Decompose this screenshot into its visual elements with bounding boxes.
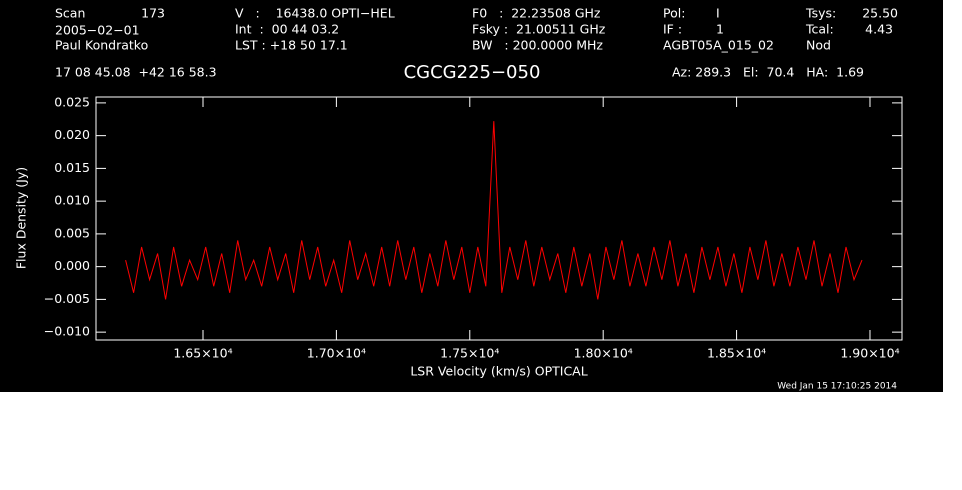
chart-title: CGCG225−050 bbox=[404, 62, 541, 83]
spectrum-line bbox=[125, 121, 863, 300]
y-tick-label: 0.020 bbox=[54, 127, 90, 142]
y-tick-label: 0.010 bbox=[54, 193, 90, 208]
header-text: Tcal: bbox=[805, 22, 834, 37]
x-tick-label: 1.85×10⁴ bbox=[707, 346, 766, 361]
y-tick-label: 0.000 bbox=[54, 258, 90, 273]
header-text: 25.50 bbox=[862, 6, 898, 21]
header-text: Fsky : 21.00511 GHz bbox=[472, 22, 606, 37]
header-text: AGBT05A_015_02 bbox=[663, 38, 774, 53]
header-text: Tsys: bbox=[805, 6, 836, 21]
timestamp: Wed Jan 15 17:10:25 2014 bbox=[777, 382, 897, 392]
y-tick-label: 0.005 bbox=[54, 225, 90, 240]
header-text: Paul Kondratko bbox=[55, 38, 148, 53]
header-text: Az: 289.3 El: 70.4 HA: 1.69 bbox=[672, 65, 864, 80]
header-text: Nod bbox=[806, 38, 831, 53]
plot-background bbox=[0, 0, 943, 392]
header-text: I bbox=[716, 6, 720, 21]
x-axis-label: LSR Velocity (km/s) OPTICAL bbox=[410, 364, 587, 379]
header-text: Scan bbox=[55, 6, 85, 21]
header-text: Int : 00 44 03.2 bbox=[235, 22, 339, 37]
plot-frame bbox=[95, 96, 903, 341]
y-tick-label: 0.015 bbox=[54, 160, 90, 175]
y-axis-label: Flux Density (Jy) bbox=[14, 167, 29, 269]
y-tick-label: −0.010 bbox=[44, 324, 90, 339]
header-text: 4.43 bbox=[865, 22, 893, 37]
x-tick-label: 1.80×10⁴ bbox=[574, 346, 633, 361]
header-text: 17 08 45.08 +42 16 58.3 bbox=[55, 65, 217, 80]
header-text: V : 16438.0 OPTI−HEL bbox=[235, 6, 395, 21]
header-text: 2005−02−01 bbox=[55, 23, 140, 38]
x-tick-label: 1.65×10⁴ bbox=[173, 346, 232, 361]
header-text: 1 bbox=[716, 22, 724, 37]
header-text: 173 bbox=[141, 6, 165, 21]
x-tick-label: 1.75×10⁴ bbox=[440, 346, 499, 361]
y-tick-label: −0.005 bbox=[44, 291, 90, 306]
header-text: BW : 200.0000 MHz bbox=[472, 38, 603, 53]
header-text: IF : bbox=[663, 22, 682, 37]
x-tick-label: 1.70×10⁴ bbox=[307, 346, 366, 361]
x-tick-label: 1.90×10⁴ bbox=[840, 346, 899, 361]
header-text: F0 : 22.23508 GHz bbox=[472, 6, 601, 21]
header-text: LST : +18 50 17.1 bbox=[235, 38, 348, 53]
header-text: Pol: bbox=[663, 6, 685, 21]
y-tick-label: 0.025 bbox=[54, 94, 90, 109]
